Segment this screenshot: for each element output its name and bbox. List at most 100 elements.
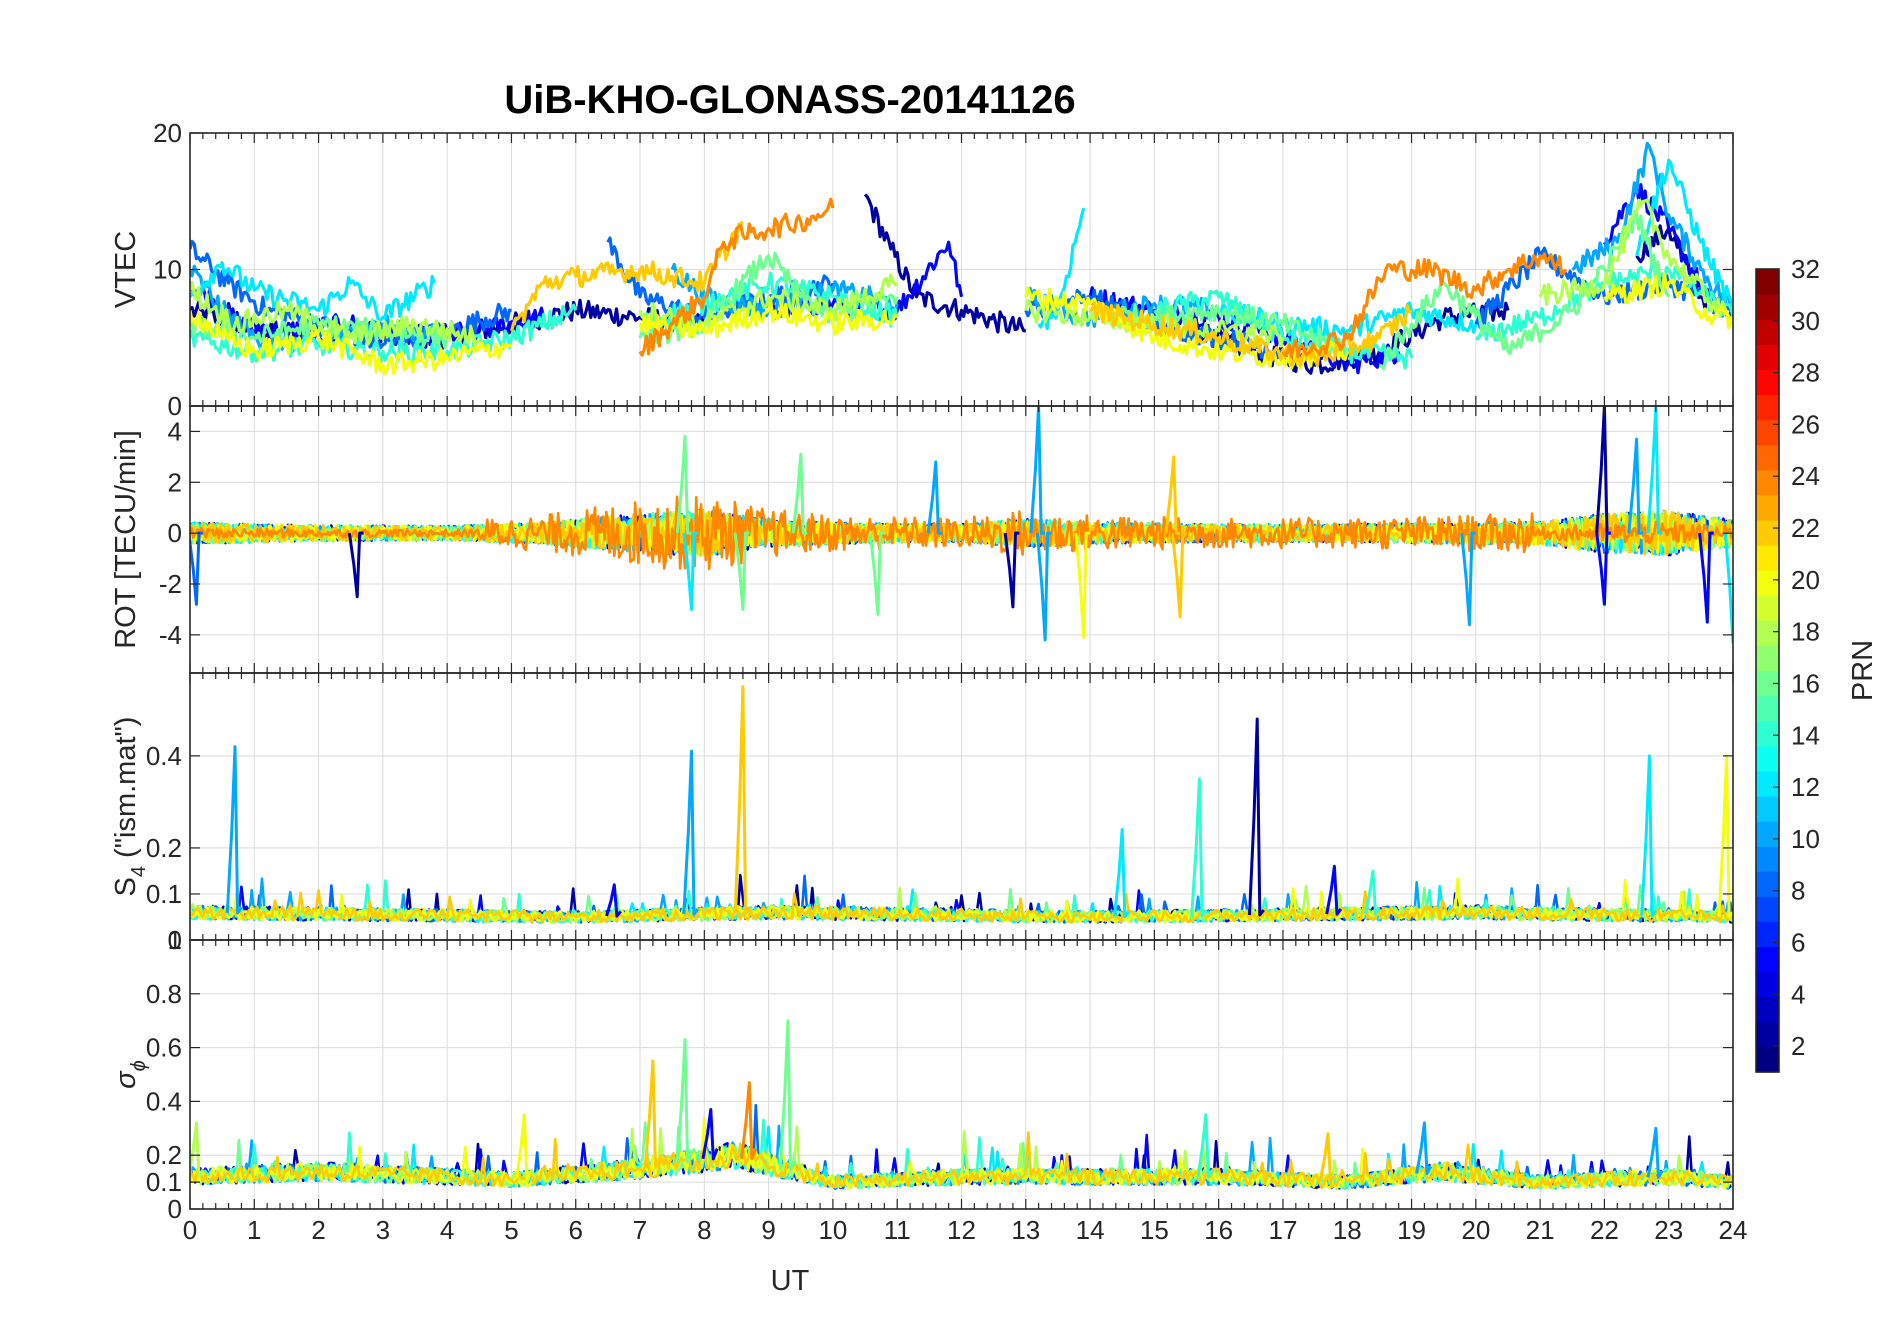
- y-tick-label: 0: [168, 518, 182, 548]
- x-tick-label: 23: [1654, 1215, 1683, 1245]
- sigma_phi-trace-prn-22: [190, 1131, 1733, 1190]
- s4-spike: [733, 685, 751, 915]
- x-tick-label: 2: [311, 1215, 325, 1245]
- x-ticks-vtec: [189, 133, 1734, 406]
- y-tick-label: 0.1: [146, 1167, 182, 1197]
- vtec-trace-prn-12: [1635, 158, 1733, 311]
- data-rot: [190, 406, 1733, 644]
- colorbar-bin: [1756, 419, 1779, 446]
- vtec-trace-prn-20: [638, 299, 899, 339]
- colorbar-bin: [1756, 319, 1779, 345]
- x-ticks-sigma_phi: [189, 940, 1734, 1209]
- s4-spike: [1248, 717, 1265, 917]
- x-ticks-s4: [189, 673, 1734, 940]
- y-tick-label: 0.2: [146, 833, 182, 863]
- colorbar-bin: [1756, 394, 1779, 421]
- y-axis-label-main: S: [110, 877, 142, 896]
- x-tick-label: 14: [1076, 1215, 1105, 1245]
- y-tick-label: 0: [168, 391, 182, 421]
- sigma_phi-spike: [1196, 1113, 1214, 1179]
- y-axis-label-sub: ϕ: [128, 1060, 150, 1071]
- s4-spike: [682, 749, 700, 916]
- rot-spike: [1595, 531, 1611, 606]
- y-axis-label-vtec: VTEC: [110, 231, 142, 308]
- chart-title: UiB-KHO-GLONASS-20141126: [504, 78, 1075, 122]
- x-tick-label: 19: [1397, 1215, 1426, 1245]
- x-axis-label: UT: [771, 1265, 810, 1297]
- vtec-trace-prn-24: [638, 197, 835, 357]
- colorbar-tick-label: 4: [1791, 979, 1805, 1009]
- sigma_phi-spike: [675, 1038, 693, 1164]
- colorbar-tick-label: 8: [1791, 876, 1805, 906]
- colorbar-bin: [1756, 570, 1779, 596]
- colorbar-bin: [1756, 1021, 1779, 1048]
- colorbar-bin: [1756, 294, 1779, 320]
- colorbar-label: PRN: [1847, 640, 1879, 701]
- y-axis-label-main: σ: [110, 1070, 142, 1089]
- y-axis-label-s4: S4 ("ism.mat"): [110, 717, 150, 897]
- colorbar-tick-label: 16: [1791, 668, 1820, 698]
- colorbar-bin: [1756, 494, 1779, 521]
- x-tick-label: 0: [183, 1215, 197, 1245]
- s4-spike: [1190, 777, 1207, 918]
- x-tick-label: 16: [1204, 1215, 1233, 1245]
- colorbar-tick-label: 12: [1791, 772, 1820, 802]
- colorbar-bin: [1756, 1046, 1779, 1073]
- colorbar-bin: [1756, 846, 1779, 872]
- colorbar-tick-label: 24: [1791, 461, 1820, 491]
- colorbar-frame: [1755, 268, 1780, 1073]
- x-tick-label: 22: [1590, 1215, 1619, 1245]
- rot-trace-prn-24: [190, 495, 1733, 571]
- panel-s4: 00.10.20.4S4 ("ism.mat"): [110, 672, 1734, 955]
- colorbar-tick-label: 20: [1791, 565, 1820, 595]
- s4-trace-prn-22: [190, 889, 1733, 924]
- y-tick-label: -4: [159, 620, 182, 650]
- vtec-trace-prn-5: [1603, 183, 1709, 298]
- rot-spike: [1035, 531, 1052, 642]
- vtec-trace-prn-20: [190, 310, 513, 376]
- x-tick-label: 21: [1526, 1215, 1555, 1245]
- rot-spike: [1723, 532, 1733, 644]
- colorbar-bin: [1756, 519, 1779, 546]
- y-tick-label: 0.8: [146, 979, 182, 1009]
- y-tick-label: 4: [168, 416, 182, 446]
- s4-spike: [605, 883, 622, 918]
- panel-vtec: 0 10 20 VTEC: [110, 118, 1734, 421]
- vtec-trace-prn-12: [190, 261, 436, 323]
- colorbar-bin: [1756, 269, 1779, 295]
- y-tick-label: 1: [168, 925, 182, 955]
- s4-spike: [1113, 828, 1130, 919]
- colorbar-tick-label: 32: [1791, 254, 1820, 284]
- vtec-trace-prn-8: [190, 239, 512, 351]
- y-tick-label: 0.1: [146, 879, 182, 909]
- rot-spike: [1627, 437, 1643, 535]
- colorbar-bin: [1756, 645, 1779, 672]
- colorbar-bin: [1756, 896, 1779, 923]
- x-tick-label: 11: [884, 1215, 911, 1245]
- y-tick-label: 0: [168, 1194, 182, 1224]
- colorbar-bin: [1756, 469, 1779, 496]
- y-axis-label-main: VTEC: [110, 231, 142, 308]
- s4-spike: [225, 745, 243, 915]
- sigma_phi-spike: [701, 1108, 719, 1161]
- colorbar-bin: [1756, 444, 1779, 471]
- x-tick-label: 13: [1011, 1215, 1040, 1245]
- x-tick-label: 10: [818, 1215, 847, 1245]
- x-tick-label: 24: [1719, 1215, 1748, 1245]
- colorbar-tick-label: 22: [1791, 513, 1820, 543]
- sigma_phi-spike: [778, 1019, 796, 1171]
- colorbar-bin: [1756, 921, 1779, 948]
- y-axis-label-sub: 4: [128, 866, 150, 877]
- y-axis-label-rot: ROT [TECU/min]: [110, 430, 142, 649]
- y-tick-label: 10: [153, 255, 182, 285]
- colorbar-bin: [1756, 695, 1779, 722]
- rot-spike: [1698, 531, 1714, 624]
- colorbar-bin: [1756, 971, 1779, 998]
- y-tick-label: 0.2: [146, 1140, 182, 1170]
- x-ticks-rot: [189, 406, 1734, 673]
- sigma_phi-spike: [190, 1121, 205, 1178]
- sigma_phi-spike: [1646, 1126, 1664, 1179]
- colorbar-tick-label: 2: [1791, 1031, 1805, 1061]
- data-vtec: [190, 141, 1733, 376]
